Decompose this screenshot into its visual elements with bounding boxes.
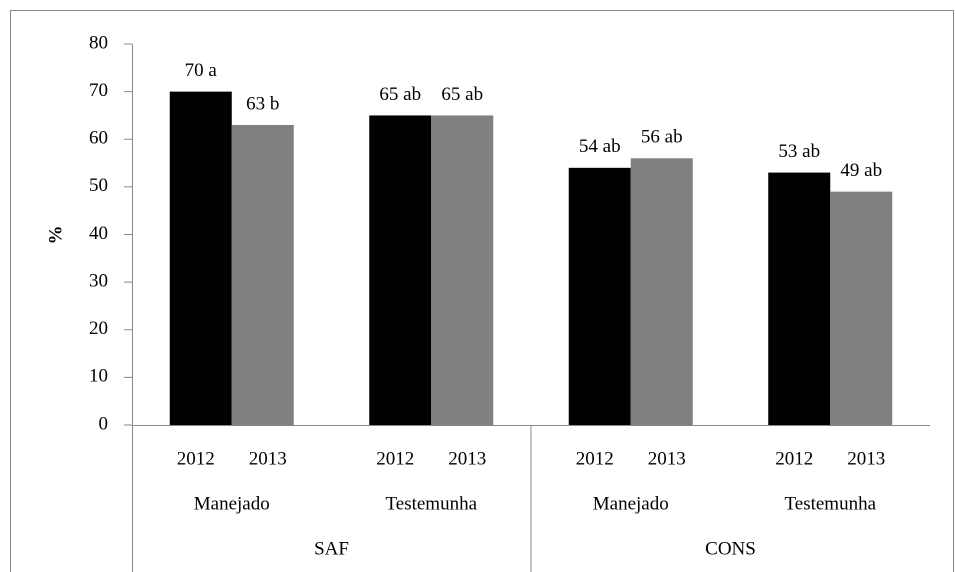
bar bbox=[630, 158, 693, 426]
y-tick-label: 20 bbox=[89, 318, 108, 339]
y-tick-label: 50 bbox=[89, 175, 108, 196]
x-tick-label: 2013 bbox=[847, 448, 885, 469]
bar bbox=[768, 172, 831, 425]
bar bbox=[231, 124, 294, 426]
y-tick-label: 0 bbox=[99, 413, 109, 434]
x-tick-label: 2012 bbox=[376, 448, 414, 469]
y-tick-label: 80 bbox=[89, 32, 108, 53]
x-tick-label: 2013 bbox=[648, 448, 686, 469]
bar bbox=[431, 115, 494, 425]
subgroup-label: Testemunha bbox=[784, 493, 876, 514]
y-tick-label: 70 bbox=[89, 80, 108, 101]
subgroup-label: Manejado bbox=[194, 493, 270, 514]
bar bbox=[830, 191, 893, 425]
bar bbox=[568, 167, 631, 425]
value-label: 65 ab bbox=[441, 84, 483, 105]
x-tick-label: 2013 bbox=[249, 448, 287, 469]
y-tick-label: 30 bbox=[89, 270, 108, 291]
subgroup-label: Testemunha bbox=[385, 493, 477, 514]
value-label: 54 ab bbox=[579, 136, 621, 157]
y-tick-label: 60 bbox=[89, 128, 108, 149]
y-tick-label: 10 bbox=[89, 366, 108, 387]
y-axis-label: % bbox=[45, 226, 66, 245]
group-label: SAF bbox=[314, 538, 349, 559]
subgroup-label: Manejado bbox=[593, 493, 669, 514]
bar bbox=[169, 91, 232, 425]
x-tick-label: 2012 bbox=[576, 448, 614, 469]
x-tick-label: 2012 bbox=[775, 448, 813, 469]
value-label: 65 ab bbox=[379, 84, 421, 105]
y-tick-label: 40 bbox=[89, 223, 108, 244]
value-label: 63 b bbox=[246, 93, 279, 114]
bar bbox=[369, 115, 432, 425]
x-tick-label: 2013 bbox=[448, 448, 486, 469]
x-tick-label: 2012 bbox=[177, 448, 215, 469]
group-label: CONS bbox=[705, 538, 756, 559]
value-label: 53 ab bbox=[778, 141, 820, 162]
value-label: 70 a bbox=[185, 60, 218, 81]
value-label: 56 ab bbox=[641, 127, 683, 148]
value-label: 49 ab bbox=[840, 160, 882, 181]
